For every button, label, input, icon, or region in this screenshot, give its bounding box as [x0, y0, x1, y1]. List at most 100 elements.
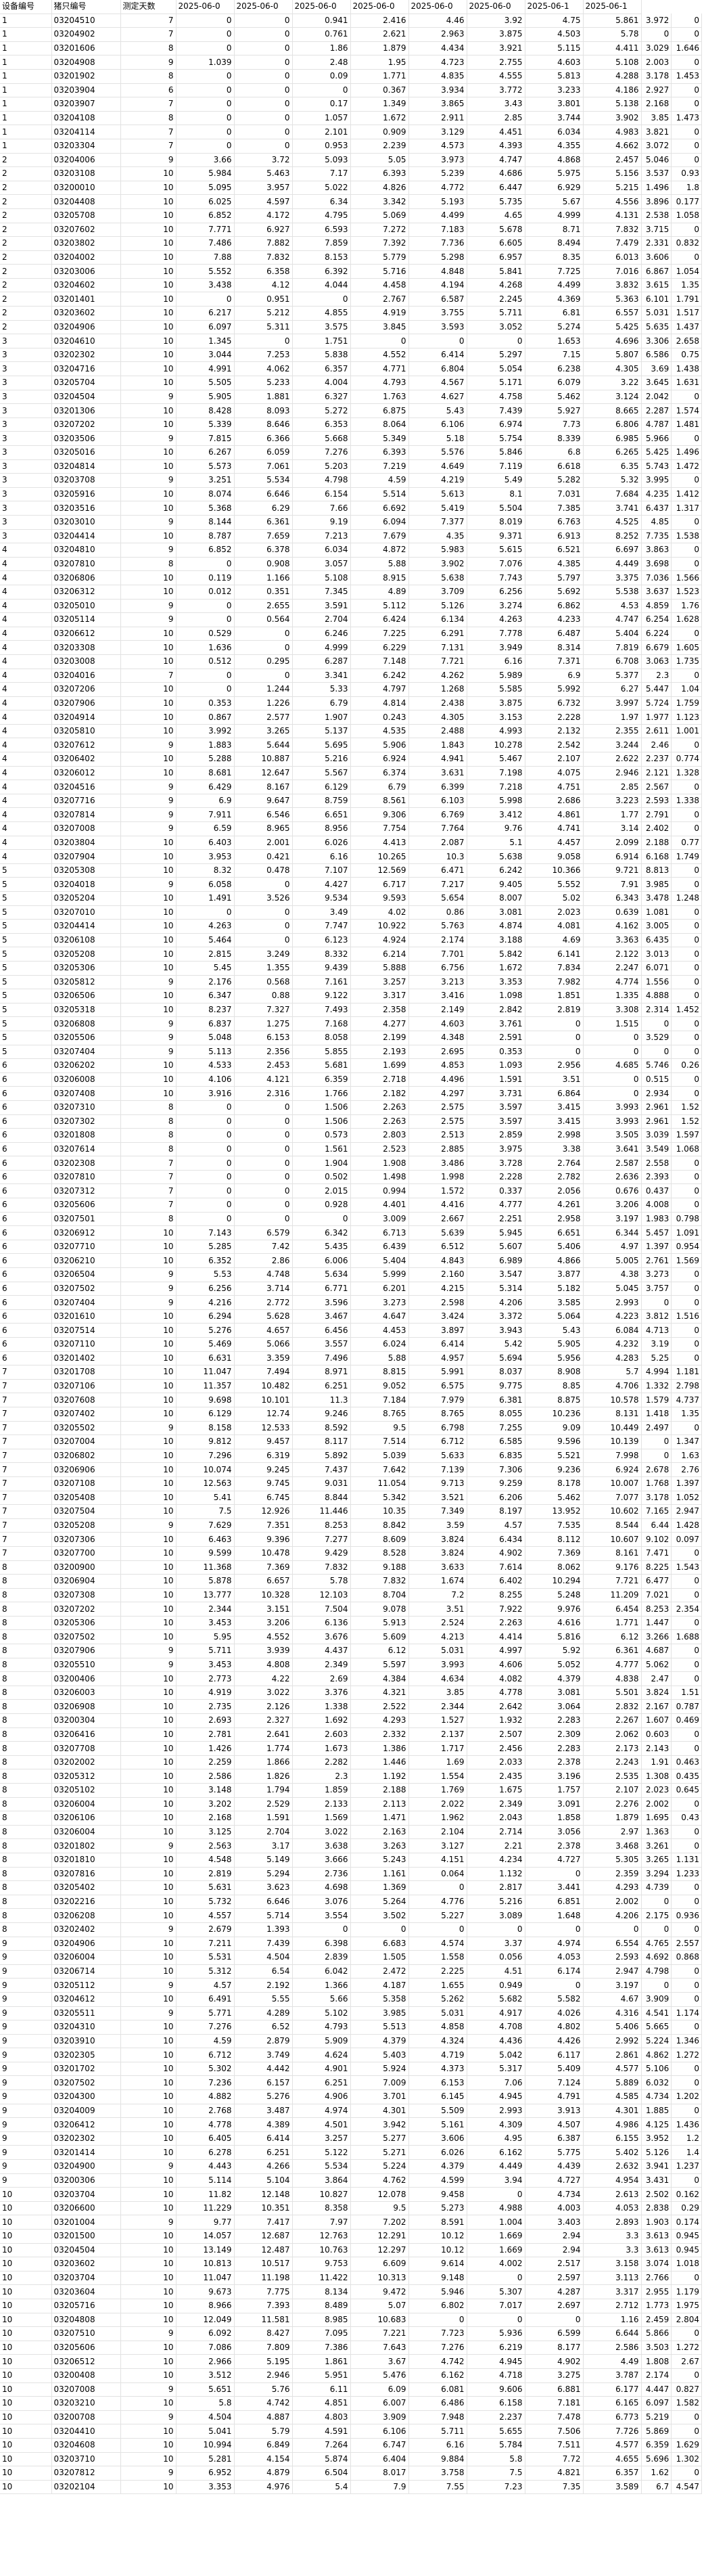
table-cell[interactable]: 6.646 [234, 487, 293, 502]
table-cell[interactable]: 2.679 [176, 1922, 235, 1937]
table-cell[interactable]: 3 [0, 473, 52, 488]
table-cell[interactable]: 0 [671, 1156, 702, 1171]
table-cell[interactable]: 9 [0, 2006, 52, 2021]
table-cell[interactable]: 5.046 [641, 153, 672, 168]
table-cell[interactable]: 7.148 [350, 654, 409, 669]
table-cell[interactable]: 4.447 [641, 2382, 672, 2397]
table-cell[interactable]: 4.49 [583, 2354, 642, 2369]
table-cell[interactable]: 8.358 [292, 2201, 351, 2216]
table-cell[interactable]: 3.812 [641, 1309, 672, 1324]
table-cell[interactable]: 0.761 [292, 27, 351, 42]
table-cell[interactable]: 03203802 [51, 236, 121, 251]
table-cell[interactable]: 1.879 [350, 41, 409, 56]
table-cell[interactable]: 03204310 [51, 2020, 121, 2035]
table-cell[interactable]: 4.941 [408, 752, 467, 767]
table-cell[interactable]: 5.639 [408, 1225, 467, 1240]
table-cell[interactable]: 4.723 [408, 55, 467, 70]
table-cell[interactable]: 6.646 [234, 1895, 293, 1910]
table-cell[interactable]: 10 [120, 1950, 177, 1965]
table-cell[interactable]: 4.919 [176, 1686, 235, 1700]
table-cell[interactable]: 0.941 [292, 14, 351, 28]
table-cell[interactable]: 0 [176, 1142, 235, 1157]
table-cell[interactable]: 0.573 [292, 1128, 351, 1143]
table-cell[interactable]: 6.129 [176, 1407, 235, 1422]
table-cell[interactable]: 4.627 [408, 390, 467, 405]
table-cell[interactable]: 8 [120, 69, 177, 84]
table-cell[interactable]: 5.052 [525, 1658, 584, 1673]
table-cell[interactable]: 0 [176, 682, 235, 697]
table-cell[interactable]: 7.17 [292, 166, 351, 181]
table-cell[interactable]: 4.206 [583, 1908, 642, 1923]
table-cell[interactable]: 4.902 [467, 1546, 525, 1561]
table-cell[interactable]: 2.934 [641, 1086, 672, 1101]
table-cell[interactable]: 2.642 [467, 1699, 525, 1715]
table-cell[interactable]: 4.437 [292, 1644, 351, 1658]
table-cell[interactable]: 10.482 [234, 1379, 293, 1394]
table-cell[interactable]: 5.878 [176, 1574, 235, 1589]
table-cell[interactable]: 5.108 [292, 570, 351, 585]
table-cell[interactable]: 6.347 [176, 989, 235, 1003]
table-cell[interactable]: 7.771 [176, 223, 235, 238]
table-cell[interactable]: 10 [120, 1937, 177, 1951]
table-cell[interactable]: 7.73 [525, 417, 584, 432]
table-cell[interactable]: 03205812 [51, 975, 121, 990]
table-cell[interactable]: 5.122 [292, 2145, 351, 2161]
table-cell[interactable]: 5.797 [525, 570, 584, 585]
table-cell[interactable]: 3.125 [176, 1825, 235, 1840]
table-cell[interactable]: 6.835 [467, 1449, 525, 1464]
table-cell[interactable]: 0 [671, 2410, 702, 2425]
table-cell[interactable]: 4.591 [292, 2424, 351, 2439]
table-cell[interactable]: 0.435 [671, 1769, 702, 1784]
table-cell[interactable]: 9 [120, 2410, 177, 2425]
table-cell[interactable]: 2.263 [350, 1100, 409, 1115]
table-cell[interactable]: 5.069 [350, 208, 409, 223]
table-cell[interactable]: 0 [671, 2020, 702, 2035]
table-cell[interactable]: 0 [234, 55, 293, 70]
table-cell[interactable]: 10 [120, 585, 177, 600]
table-cell[interactable]: 0.954 [671, 1240, 702, 1255]
table-cell[interactable]: 2.332 [350, 1727, 409, 1742]
table-cell[interactable]: 5.463 [234, 166, 293, 181]
table-cell[interactable]: 11.054 [350, 1476, 409, 1491]
table-cell[interactable]: 9.052 [350, 1379, 409, 1394]
table-cell[interactable]: 1.506 [292, 1114, 351, 1129]
table-cell[interactable]: 8.237 [176, 1003, 235, 1018]
table-cell[interactable]: 5.368 [176, 501, 235, 516]
table-cell[interactable]: 9.647 [234, 794, 293, 809]
table-cell[interactable]: 4.798 [641, 1964, 672, 1979]
table-cell[interactable]: 6.414 [408, 1337, 467, 1352]
table-cell[interactable]: 5.314 [467, 1282, 525, 1296]
table-cell[interactable]: 6.657 [234, 1574, 293, 1589]
table-cell[interactable]: 2.022 [408, 1797, 467, 1812]
table-cell[interactable]: 8.253 [641, 1602, 672, 1617]
table-cell[interactable]: 10 [120, 417, 177, 432]
table-cell[interactable]: 7.264 [292, 2438, 351, 2453]
table-cell[interactable]: 0.949 [467, 1978, 525, 1993]
table-cell[interactable]: 10 [120, 1240, 177, 1255]
table-cell[interactable]: 5.05 [350, 153, 409, 168]
table-cell[interactable]: 7 [120, 669, 177, 683]
table-cell[interactable]: 9 [120, 1838, 177, 1853]
table-cell[interactable]: 3.265 [641, 1853, 672, 1868]
table-cell[interactable]: 10 [120, 1434, 177, 1449]
table-cell[interactable]: 5.88 [350, 1351, 409, 1366]
table-cell[interactable]: 2.766 [641, 2271, 672, 2286]
table-cell[interactable]: 10 [0, 2438, 52, 2453]
table-cell[interactable]: 4.436 [467, 2034, 525, 2049]
table-cell[interactable]: 1.192 [350, 1769, 409, 1784]
table-cell[interactable]: 1.749 [671, 849, 702, 864]
table-cell[interactable]: 2.513 [408, 1128, 467, 1143]
table-cell[interactable]: 10 [120, 1797, 177, 1812]
table-cell[interactable]: 10 [120, 849, 177, 864]
table-cell[interactable]: 5.264 [350, 1895, 409, 1910]
table-cell[interactable]: 5.665 [641, 2020, 672, 2035]
table-cell[interactable]: 2.791 [641, 807, 672, 823]
table-cell[interactable]: 7.385 [525, 501, 584, 516]
table-cell[interactable]: 4.906 [292, 2089, 351, 2104]
table-cell[interactable]: 2.132 [525, 724, 584, 739]
table-cell[interactable]: 4.547 [671, 2480, 702, 2495]
table-cell[interactable]: 5.312 [176, 1964, 235, 1979]
table-cell[interactable]: 1.496 [671, 445, 702, 460]
table-cell[interactable]: 1.517 [671, 306, 702, 321]
table-cell[interactable]: 7.679 [350, 529, 409, 544]
